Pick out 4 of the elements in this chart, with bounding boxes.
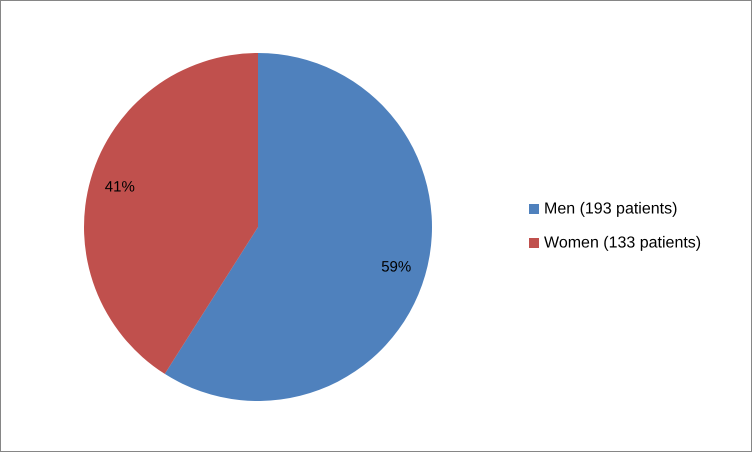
data-label: 41% [104, 178, 135, 196]
data-label: 59% [381, 258, 412, 276]
legend-label: Women (133 patients) [544, 234, 702, 252]
legend-label: Men (193 patients) [544, 200, 678, 218]
